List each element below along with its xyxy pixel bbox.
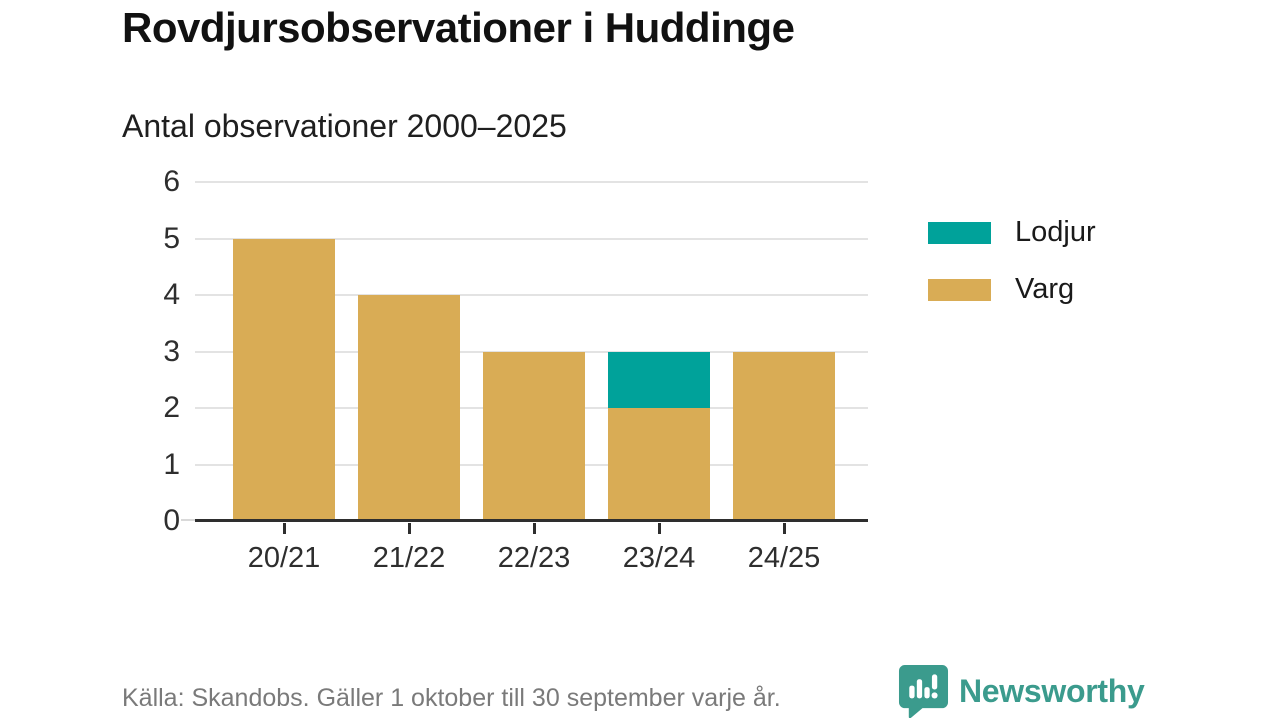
legend-label: Varg xyxy=(1015,273,1075,305)
x-axis-tick xyxy=(407,523,411,534)
legend: Lodjur Varg xyxy=(928,216,1096,306)
x-tick-label: 23/24 xyxy=(622,542,696,574)
legend-label: Lodjur xyxy=(1015,216,1096,248)
bar-segment-varg-21-22 xyxy=(358,295,460,521)
y-tick-label: 5 xyxy=(163,221,180,255)
x-tick-label: 22/23 xyxy=(497,542,571,574)
x-axis-tick xyxy=(282,523,286,534)
gridline xyxy=(195,294,868,296)
legend-swatch-lodjur xyxy=(928,221,991,244)
source-note: Källa: Skandobs. Gäller 1 oktober till 3… xyxy=(122,684,781,712)
x-tick-label: 20/21 xyxy=(247,542,321,574)
x-axis-tick xyxy=(532,523,536,534)
newsworthy-logo[interactable]: Newsworthy xyxy=(898,664,1145,718)
x-axis-tick xyxy=(782,523,786,534)
newsworthy-wordmark: Newsworthy xyxy=(959,672,1145,709)
bar-segment-varg-24-25 xyxy=(733,351,835,521)
y-tick-label: 3 xyxy=(163,334,180,368)
y-tick-label: 1 xyxy=(163,447,180,481)
x-axis-tick xyxy=(657,523,661,534)
y-tick-label: 6 xyxy=(163,165,180,198)
plot-area: 20/21 21/22 22/23 23/24 24/25 xyxy=(181,181,868,574)
newsworthy-bubble-chart-icon xyxy=(898,664,949,718)
x-axis-line xyxy=(195,519,868,522)
gridline xyxy=(195,237,868,240)
y-tick-label: 0 xyxy=(163,504,180,537)
legend-item-lodjur: Lodjur xyxy=(928,216,1096,249)
x-tick-label: 21/22 xyxy=(372,542,446,574)
y-tick-label: 4 xyxy=(163,278,180,311)
gridline xyxy=(195,181,868,183)
legend-item-varg: Varg xyxy=(928,273,1096,306)
bar-segment-varg-22-23 xyxy=(483,351,585,521)
bar-segment-varg-20-21 xyxy=(233,238,335,521)
bar-segment-varg-23-24 xyxy=(608,408,710,521)
x-tick-label: 24/25 xyxy=(747,542,821,574)
y-zero-tick xyxy=(181,519,195,521)
legend-swatch-varg xyxy=(928,278,991,301)
y-tick-label: 2 xyxy=(163,391,180,424)
bar-segment-lodjur-23-24 xyxy=(608,351,710,408)
page-title: Rovdjursobservationer i Huddinge xyxy=(122,4,795,51)
chart-subtitle: Antal observationer 2000–2025 xyxy=(122,108,567,144)
